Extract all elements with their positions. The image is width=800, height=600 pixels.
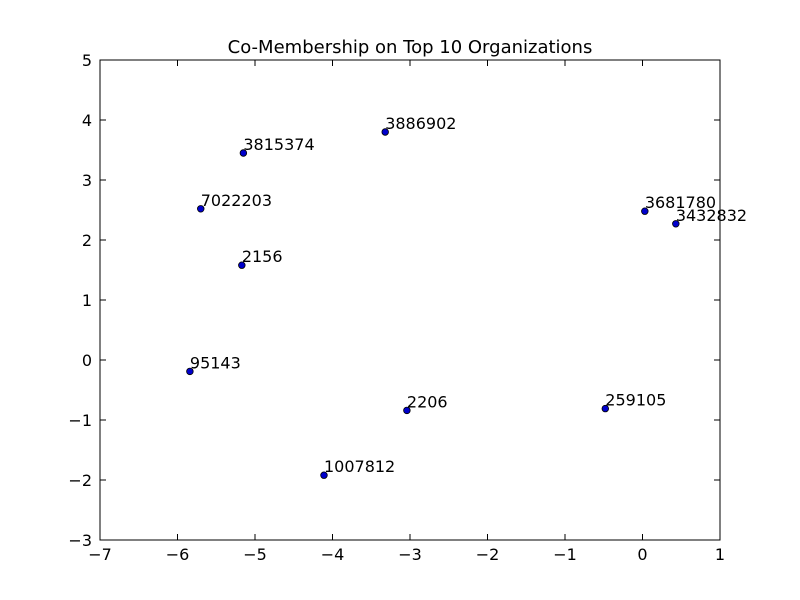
- y-tick-label: 1: [82, 291, 92, 310]
- y-tick-label: 0: [82, 351, 92, 370]
- point-label: 95143: [190, 353, 241, 372]
- y-tick-label: 4: [82, 111, 92, 130]
- data-point: [320, 471, 328, 479]
- y-tick-label: 5: [82, 51, 92, 70]
- y-tick-label: −1: [68, 411, 92, 430]
- x-tick-label: −5: [243, 545, 267, 564]
- data-point: [186, 367, 194, 376]
- data-point: [672, 220, 680, 228]
- y-tick-label: 3: [82, 171, 92, 190]
- x-tick-label: −7: [88, 545, 112, 564]
- x-axis: −7 −6 −5 −4 −3 −2 −1 0 1: [88, 60, 725, 564]
- data-point: [238, 261, 246, 269]
- point-label: 2156: [242, 247, 283, 266]
- point-label: 3886902: [385, 114, 456, 133]
- data-points: [186, 128, 680, 479]
- point-label: 3681780: [645, 193, 716, 212]
- point-label: 2206: [407, 392, 448, 411]
- data-point: [197, 205, 205, 213]
- y-tick-label: −3: [68, 531, 92, 550]
- data-point: [601, 404, 609, 413]
- data-point: [641, 207, 649, 215]
- x-tick-label: −4: [321, 545, 345, 564]
- x-tick-label: −1: [553, 545, 577, 564]
- data-point: [239, 149, 248, 157]
- y-axis: −3 −2 −1 0 1 2 3 4 5: [68, 51, 720, 550]
- y-tick-label: −2: [68, 471, 92, 490]
- point-label: 3432832: [676, 206, 747, 225]
- x-tick-label: 0: [637, 545, 647, 564]
- point-label: 259105: [605, 391, 666, 410]
- x-tick-label: −2: [476, 545, 500, 564]
- data-point: [381, 128, 389, 136]
- data-point: [403, 406, 411, 415]
- x-tick-label: 1: [715, 545, 725, 564]
- point-label: 1007812: [324, 457, 395, 476]
- point-label: 7022203: [201, 191, 272, 210]
- chart-title: Co-Membership on Top 10 Organizations: [228, 37, 593, 58]
- point-label: 3815374: [243, 135, 314, 154]
- x-tick-label: −6: [166, 545, 190, 564]
- y-tick-label: 2: [82, 231, 92, 250]
- x-tick-label: −3: [398, 545, 422, 564]
